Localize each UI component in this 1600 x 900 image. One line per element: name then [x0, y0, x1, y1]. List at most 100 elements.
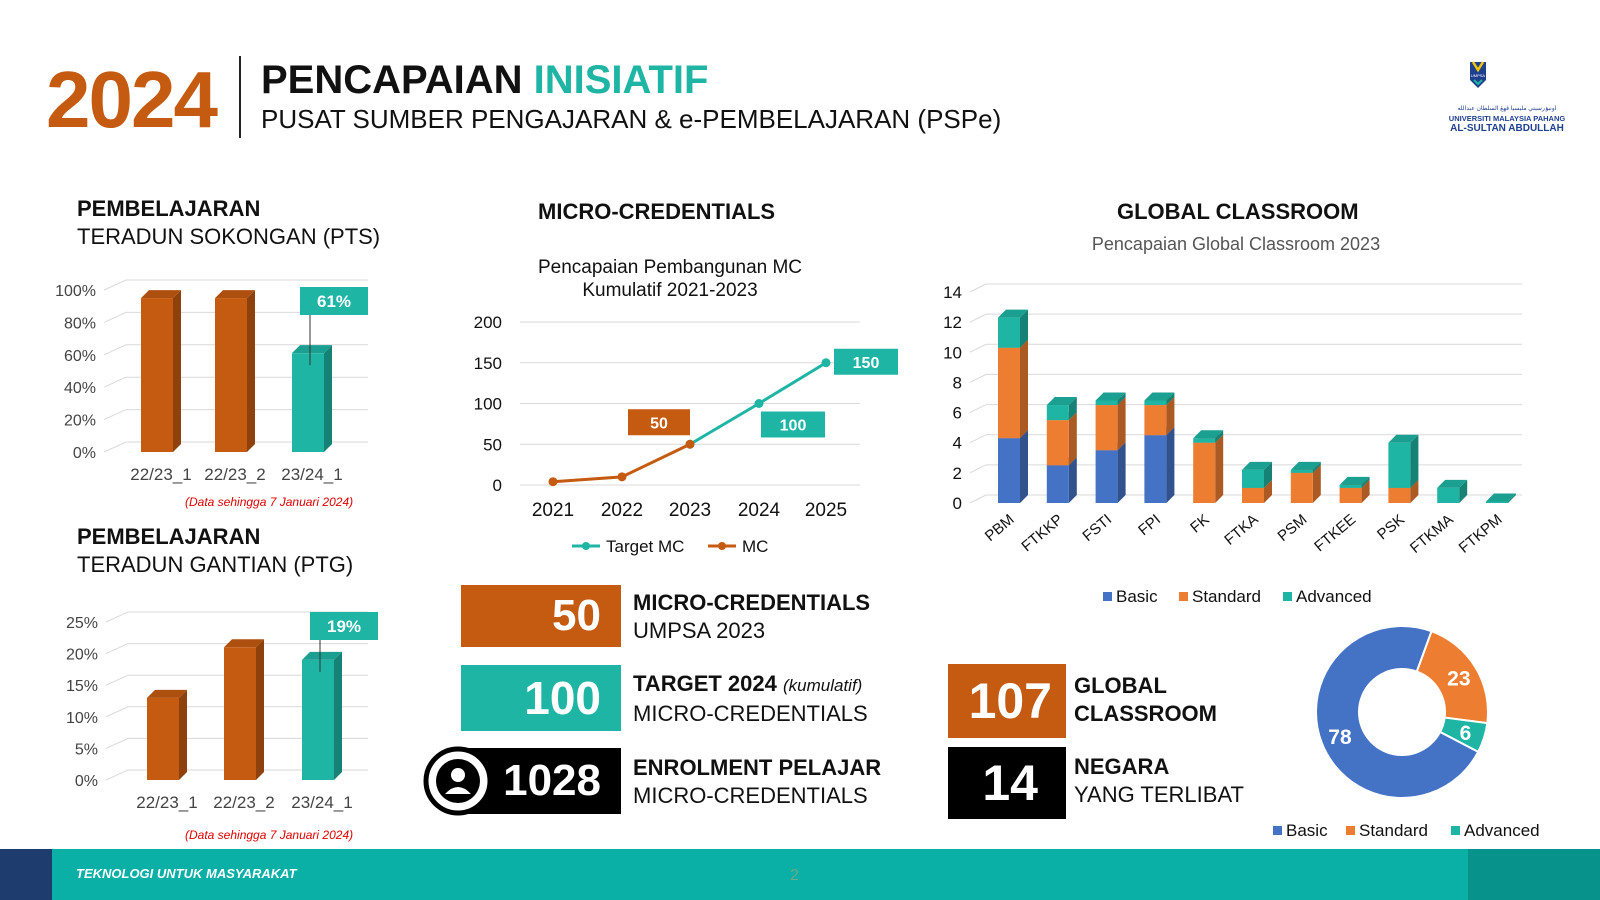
bar-top [292, 345, 332, 354]
bar-segment-side [1361, 476, 1370, 488]
x-tick-label: FTKEE [1311, 511, 1359, 555]
bar-segment [1242, 469, 1264, 488]
legend-swatch [1346, 826, 1355, 835]
bar-segment-top [1290, 464, 1321, 473]
legend-label: Standard [1192, 587, 1261, 606]
pts-title: PEMBELAJARAN [77, 196, 261, 221]
data-point [821, 358, 831, 368]
y-tick-label: 200 [474, 313, 502, 332]
legend-marker [582, 542, 590, 550]
x-tick-label: FSTI [1079, 511, 1115, 545]
bar-top [302, 651, 342, 660]
ptg-note: (Data sehingga 7 Januari 2024) [185, 828, 354, 842]
x-tick-label: 23/24_1 [291, 793, 352, 812]
gc-stat-14-value: 14 [982, 755, 1038, 811]
ptg-title: PEMBELAJARAN [77, 524, 261, 549]
bar-segment-top [1193, 430, 1224, 439]
bar-segment-top [1242, 479, 1272, 488]
gc-stat-107-value: 107 [968, 673, 1052, 729]
chart-title: Pencapaian Pembangunan MC [538, 257, 802, 278]
gc-stat-107-line1: GLOBAL [1074, 673, 1167, 698]
bar-segment-top [1095, 392, 1126, 401]
bar-segment-side [1117, 442, 1126, 503]
bar-segment-top [1437, 479, 1468, 488]
x-tick-label: 2021 [532, 500, 574, 521]
footer-tagline: TEKNOLOGI UNTUK MASYARAKAT [76, 866, 297, 881]
bar-segment-top [1046, 457, 1077, 466]
gc-stat-107-line2: CLASSROOM [1074, 701, 1217, 726]
gridline [969, 404, 1522, 414]
bar-top [224, 639, 264, 648]
mc-stat-100-label-line2: MICRO-CREDENTIALS [633, 701, 868, 726]
page-subtitle: PUSAT SUMBER PENGAJARAN & e-PEMBELAJARAN… [261, 104, 1002, 134]
callout-label: 61% [317, 292, 351, 311]
gc-stat-107-box: 107 [948, 664, 1066, 738]
y-tick-label: 6 [953, 404, 962, 423]
bar-top [147, 689, 187, 698]
gridline [103, 409, 368, 421]
gridline [969, 434, 1522, 444]
bar-segment-side [1312, 461, 1321, 473]
y-tick-label: 0% [73, 445, 96, 462]
bar-segment [1095, 405, 1118, 451]
y-tick-label: 80% [64, 315, 96, 332]
page-title: PENCAPAIAN INISIATIF [261, 58, 708, 103]
bar-segment [998, 438, 1020, 503]
gridline [969, 464, 1522, 474]
y-tick-label: 50 [483, 435, 502, 454]
x-tick-label: 2025 [805, 500, 847, 521]
legend-swatch [1273, 826, 1282, 835]
donut-label: 6 [1460, 722, 1472, 745]
bar-segment [1144, 435, 1167, 503]
footer-left-block [0, 849, 52, 900]
bar-segment [1095, 450, 1118, 503]
mc-stat-1028-label-line2: MICRO-CREDENTIALS [633, 783, 868, 808]
page-number: 2 [790, 867, 799, 884]
bar-segment-side [1117, 392, 1126, 406]
data-label-box [761, 411, 825, 438]
gridline [105, 706, 368, 718]
bar-segment [998, 347, 1020, 439]
gridline [105, 674, 368, 686]
bar-segment [1388, 442, 1411, 488]
bar-segment-top [1095, 442, 1126, 451]
bar-segment [1193, 438, 1216, 443]
mc-stat-100-value: 100 [524, 672, 601, 724]
gc-section-title: GLOBAL CLASSROOM [1117, 199, 1359, 224]
y-tick-label: 60% [64, 348, 96, 365]
data-point [754, 399, 764, 408]
mc-stat-50-box: 50 [461, 585, 621, 647]
y-tick-label: 0 [953, 494, 962, 513]
x-tick-label: PSK [1374, 511, 1408, 543]
data-label: 100 [780, 418, 807, 435]
gc-stat-107-label: GLOBAL CLASSROOM [1074, 672, 1217, 728]
gridline [969, 494, 1522, 504]
logo-caption: اونيۏرسيتي مليسيا ڤهڠ السلطان عبدالله UN… [1448, 104, 1566, 134]
bar-segment-side [1264, 479, 1272, 503]
donut-label: 78 [1328, 726, 1352, 749]
donut-slice [1415, 629, 1489, 725]
logo-badge: UMPSA [1471, 73, 1486, 78]
x-tick-label: 2024 [738, 500, 781, 521]
bar-segment-side [1508, 493, 1516, 503]
gridline [969, 343, 1522, 353]
mc-stat-50-value: 50 [552, 591, 601, 640]
x-tick-label: 22/23_2 [204, 465, 265, 484]
mc-stat-50-label: MICRO-CREDENTIALS UMPSA 2023 [633, 589, 870, 645]
bar [147, 697, 179, 780]
mc-stat-1028-label: ENROLMENT PELAJAR MICRO-CREDENTIALS [633, 754, 881, 810]
gridline [105, 769, 368, 781]
legend-label: Advanced [1296, 587, 1372, 606]
bar-top [141, 290, 181, 299]
legend-swatch [1103, 592, 1112, 601]
gridline [105, 643, 368, 655]
y-tick-label: 20% [64, 413, 96, 430]
bar-segment [1437, 487, 1460, 503]
chart-title: Kumulatif 2021-2023 [582, 280, 757, 301]
bar-segment-top [1193, 434, 1224, 443]
mc-stat-100-label-bold: TARGET 2024 [633, 671, 777, 696]
legend-swatch [1179, 592, 1188, 601]
gridline [103, 344, 368, 356]
gridline [969, 373, 1522, 383]
legend-label: Standard [1359, 821, 1428, 840]
